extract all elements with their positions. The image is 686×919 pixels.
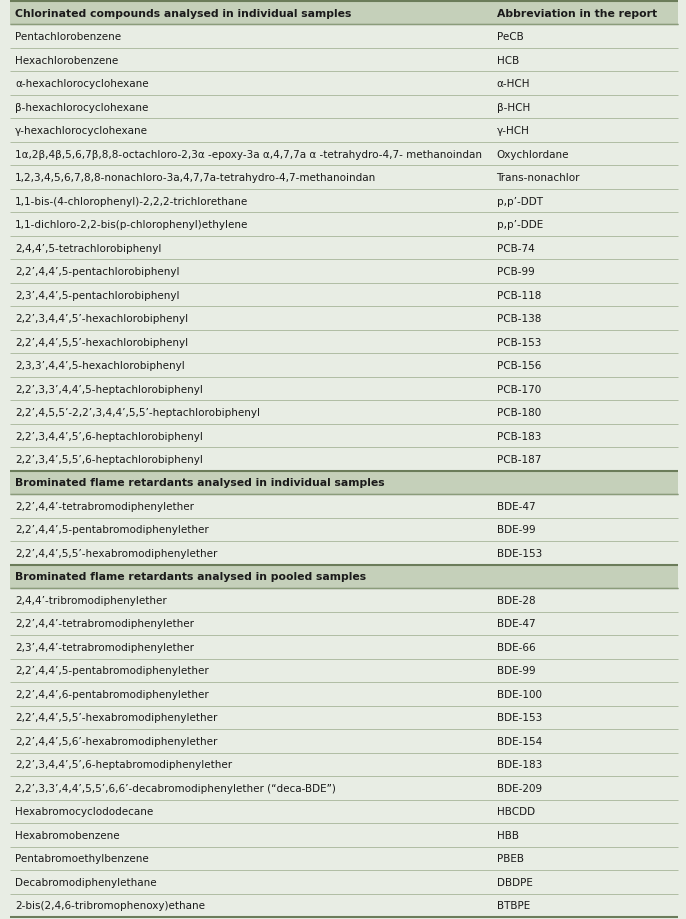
Text: 2,2’,4,4’-tetrabromodiphenylether: 2,2’,4,4’-tetrabromodiphenylether — [15, 502, 194, 511]
Text: HBCDD: HBCDD — [497, 807, 534, 816]
Text: PeCB: PeCB — [497, 32, 523, 42]
Text: 2,2’,3,4,4’,5’,6-heptachlorobiphenyl: 2,2’,3,4,4’,5’,6-heptachlorobiphenyl — [15, 431, 203, 441]
Text: PCB-183: PCB-183 — [497, 431, 541, 441]
Text: 2,2’,4,4’,5-pentachlorobiphenyl: 2,2’,4,4’,5-pentachlorobiphenyl — [15, 267, 180, 277]
Text: 2,2’,3,4,4’,5’-hexachlorobiphenyl: 2,2’,3,4,4’,5’-hexachlorobiphenyl — [15, 313, 189, 323]
Text: 1,1-dichloro-2,2-bis(p-chlorophenyl)ethylene: 1,1-dichloro-2,2-bis(p-chlorophenyl)ethy… — [15, 220, 248, 230]
Text: p,p’-DDE: p,p’-DDE — [497, 220, 543, 230]
Text: BDE-66: BDE-66 — [497, 642, 535, 652]
Text: 2,2’,4,4’,6-pentabromodiphenylether: 2,2’,4,4’,6-pentabromodiphenylether — [15, 689, 209, 699]
Text: 2,2’,4,4’,5,6’-hexabromodiphenylether: 2,2’,4,4’,5,6’-hexabromodiphenylether — [15, 736, 217, 746]
Text: Brominated flame retardants analysed in individual samples: Brominated flame retardants analysed in … — [15, 478, 385, 488]
Text: 2,2’,4,5,5’-2,2’,3,4,4’,5,5’-heptachlorobiphenyl: 2,2’,4,5,5’-2,2’,3,4,4’,5,5’-heptachloro… — [15, 408, 260, 417]
Text: Hexabromocyclododecane: Hexabromocyclododecane — [15, 807, 154, 816]
Text: Pentabromoethylbenzene: Pentabromoethylbenzene — [15, 854, 149, 863]
Text: PCB-170: PCB-170 — [497, 384, 541, 394]
Text: BDE-209: BDE-209 — [497, 783, 542, 793]
Text: BTBPE: BTBPE — [497, 901, 530, 910]
Text: 1,1-bis-(4-chlorophenyl)-2,2,2-trichlorethane: 1,1-bis-(4-chlorophenyl)-2,2,2-trichlore… — [15, 197, 248, 207]
Bar — [10, 471, 678, 494]
Text: α-HCH: α-HCH — [497, 79, 530, 89]
Bar — [10, 565, 678, 588]
Text: PBEB: PBEB — [497, 854, 523, 863]
Text: BDE-153: BDE-153 — [497, 549, 542, 559]
Text: 2,2’,4,4’,5-pentabromodiphenylether: 2,2’,4,4’,5-pentabromodiphenylether — [15, 665, 209, 675]
Text: 2,3,3’,4,4’,5-hexachlorobiphenyl: 2,3,3’,4,4’,5-hexachlorobiphenyl — [15, 360, 185, 370]
Text: Abbreviation in the report: Abbreviation in the report — [497, 9, 657, 18]
Text: BDE-183: BDE-183 — [497, 759, 542, 769]
Text: BDE-153: BDE-153 — [497, 712, 542, 722]
Text: β-hexachlorocyclohexane: β-hexachlorocyclohexane — [15, 103, 149, 112]
Text: 2-bis(2,4,6-tribromophenoxy)ethane: 2-bis(2,4,6-tribromophenoxy)ethane — [15, 901, 205, 910]
Text: 2,3’,4,4’-tetrabromodiphenylether: 2,3’,4,4’-tetrabromodiphenylether — [15, 642, 194, 652]
Text: Chlorinated compounds analysed in individual samples: Chlorinated compounds analysed in indivi… — [15, 9, 352, 18]
Text: Hexachlorobenzene: Hexachlorobenzene — [15, 56, 119, 65]
Text: 2,2’,3,3’,4,4’,5,5’,6,6’-decabromodiphenylether (“deca-BDE”): 2,2’,3,3’,4,4’,5,5’,6,6’-decabromodiphen… — [15, 783, 336, 793]
Text: Pentachlorobenzene: Pentachlorobenzene — [15, 32, 121, 42]
Text: Hexabromobenzene: Hexabromobenzene — [15, 830, 120, 840]
Text: 2,2’,4,4’,5-pentabromodiphenylether: 2,2’,4,4’,5-pentabromodiphenylether — [15, 525, 209, 535]
Text: 2,2’,4,4’-tetrabromodiphenylether: 2,2’,4,4’-tetrabromodiphenylether — [15, 618, 194, 629]
Text: γ-HCH: γ-HCH — [497, 126, 530, 136]
Text: BDE-47: BDE-47 — [497, 618, 535, 629]
Text: 2,2’,4,4’,5,5’-hexachlorobiphenyl: 2,2’,4,4’,5,5’-hexachlorobiphenyl — [15, 337, 189, 347]
Text: BDE-99: BDE-99 — [497, 525, 535, 535]
Text: PCB-156: PCB-156 — [497, 360, 541, 370]
Text: BDE-100: BDE-100 — [497, 689, 541, 699]
Text: 1,2,3,4,5,6,7,8,8-nonachloro-3a,4,7,7a-tetrahydro-4,7-methanoindan: 1,2,3,4,5,6,7,8,8-nonachloro-3a,4,7,7a-t… — [15, 173, 377, 183]
Text: PCB-187: PCB-187 — [497, 455, 541, 464]
Text: PCB-118: PCB-118 — [497, 290, 541, 301]
Text: BDE-154: BDE-154 — [497, 736, 542, 746]
Text: p,p’-DDT: p,p’-DDT — [497, 197, 543, 207]
Text: 1α,2β,4β,5,6,7β,8,8-octachloro-2,3α -epoxy-3a α,4,7,7a α -tetrahydro-4,7- methan: 1α,2β,4β,5,6,7β,8,8-octachloro-2,3α -epo… — [15, 150, 482, 160]
Text: 2,2’,3,4’,5,5’,6-heptachlorobiphenyl: 2,2’,3,4’,5,5’,6-heptachlorobiphenyl — [15, 455, 203, 464]
Text: β-HCH: β-HCH — [497, 103, 530, 112]
Text: 2,2’,4,4’,5,5’-hexabromodiphenylether: 2,2’,4,4’,5,5’-hexabromodiphenylether — [15, 549, 217, 559]
Text: 2,2’,4,4’,5,5’-hexabromodiphenylether: 2,2’,4,4’,5,5’-hexabromodiphenylether — [15, 712, 217, 722]
Text: PCB-99: PCB-99 — [497, 267, 534, 277]
Text: α-hexachlorocyclohexane: α-hexachlorocyclohexane — [15, 79, 149, 89]
Bar — [10, 2, 678, 26]
Text: Oxychlordane: Oxychlordane — [497, 150, 569, 160]
Text: PCB-180: PCB-180 — [497, 408, 541, 417]
Text: γ-hexachlorocyclohexane: γ-hexachlorocyclohexane — [15, 126, 148, 136]
Text: 2,4,4’,5-tetrachlorobiphenyl: 2,4,4’,5-tetrachlorobiphenyl — [15, 244, 162, 254]
Text: 2,2’,3,3’,4,4’,5-heptachlorobiphenyl: 2,2’,3,3’,4,4’,5-heptachlorobiphenyl — [15, 384, 203, 394]
Text: Trans-nonachlor: Trans-nonachlor — [497, 173, 580, 183]
Text: 2,4,4’-tribromodiphenylether: 2,4,4’-tribromodiphenylether — [15, 596, 167, 606]
Text: BDE-28: BDE-28 — [497, 596, 535, 606]
Text: Decabromodiphenylethane: Decabromodiphenylethane — [15, 877, 157, 887]
Text: PCB-138: PCB-138 — [497, 313, 541, 323]
Text: HBB: HBB — [497, 830, 519, 840]
Text: Brominated flame retardants analysed in pooled samples: Brominated flame retardants analysed in … — [15, 572, 366, 582]
Text: PCB-153: PCB-153 — [497, 337, 541, 347]
Text: 2,3’,4,4’,5-pentachlorobiphenyl: 2,3’,4,4’,5-pentachlorobiphenyl — [15, 290, 180, 301]
Text: PCB-74: PCB-74 — [497, 244, 534, 254]
Text: HCB: HCB — [497, 56, 519, 65]
Text: 2,2’,3,4,4’,5’,6-heptabromodiphenylether: 2,2’,3,4,4’,5’,6-heptabromodiphenylether — [15, 759, 233, 769]
Text: DBDPE: DBDPE — [497, 877, 532, 887]
Text: BDE-47: BDE-47 — [497, 502, 535, 511]
Text: BDE-99: BDE-99 — [497, 665, 535, 675]
